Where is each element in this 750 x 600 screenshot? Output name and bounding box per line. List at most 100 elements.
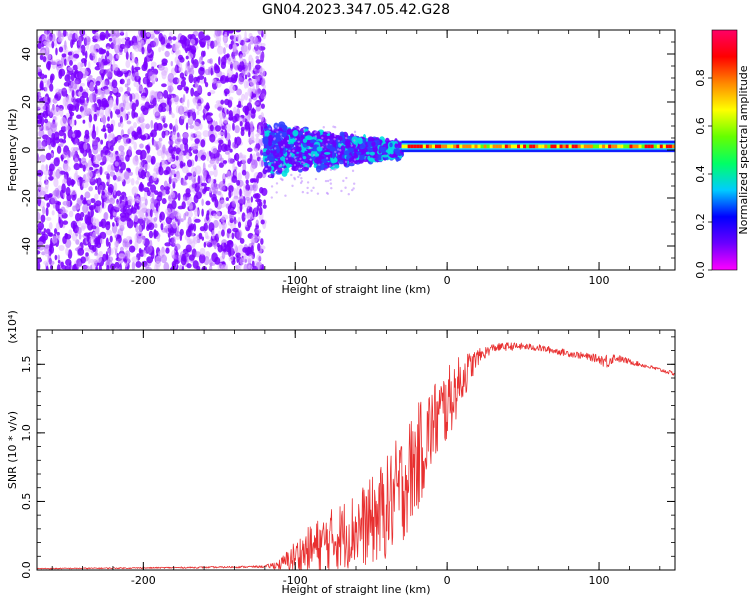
spectrogram-line-cell [532,144,536,149]
spectrogram-noise-cell [63,58,67,66]
spectrogram-line-cell [425,144,429,149]
spectrogram-noise-cell [101,153,107,162]
spectrogram-noise-cell [142,219,146,230]
spectrogram-noise-cell [185,87,189,94]
spectrogram-noise-cell [200,154,206,161]
spectrogram-noise-cell [247,219,252,228]
spectrogram-band-cell [381,154,389,158]
spectrogram-noise-cell [241,212,246,222]
spectrogram-scatter-cell [275,182,279,185]
spectrogram-line-cell [641,144,645,149]
spectrogram-noise-cell [96,106,101,111]
spectrogram-noise-cell [47,53,52,60]
spectrogram-noise-cell [186,172,193,177]
spectrogram-scatter-cell [325,143,329,146]
spectrogram-noise-cell [229,30,234,34]
spectrogram-noise-cell [219,157,224,163]
spectrogram-noise-cell [140,105,146,112]
spectrogram-line-cell [599,144,603,149]
spectrogram-scatter-cell [333,126,337,129]
spectrogram-noise-cell [115,42,118,51]
spectrogram-noise-cell [226,240,234,245]
spectrogram-noise-cell [70,146,77,152]
spectrogram-scatter-cell [337,152,341,155]
spectrogram-noise-cell [45,181,49,190]
spectrogram-noise-cell [109,90,113,96]
spectrogram-line-cell [596,144,600,149]
spectrogram-band-cell [322,135,329,140]
spectrogram-noise-cell [241,93,246,101]
spectrogram-noise-cell [42,56,47,63]
spectrogram-noise-cell [171,113,175,119]
spectrogram-noise-cell [165,207,172,216]
spectrogram-noise-cell [231,232,235,240]
spectrogram-noise-cell [112,211,117,217]
spectrogram-band-cell [318,155,325,160]
spectrogram-noise-cell [55,47,58,56]
spectrogram-noise-cell [82,164,86,172]
spectrogram-noise-cell [112,87,118,94]
spectrogram-noise-cell [153,122,159,132]
spectrogram-noise-cell [61,183,66,194]
spectrogram-noise-cell [54,254,58,261]
spectrogram-noise-cell [37,169,44,177]
spectrogram-noise-cell [67,51,73,56]
spectrogram-line-cell [431,144,435,149]
spectrogram-noise-cell [65,199,71,209]
spectrogram-noise-cell [218,56,221,66]
spectrogram-noise-cell [209,265,213,270]
spectrogram-noise-cell [92,163,100,168]
spectrogram-noise-cell [86,234,89,242]
spectrogram-line-cell [526,144,530,149]
spectrogram-noise-cell [38,112,45,118]
spectrogram-noise-cell [106,195,110,202]
spectrogram-noise-cell [47,62,51,71]
spectrogram-band-cell [359,154,365,161]
spectrogram-noise-cell [180,218,184,223]
spectrogram-noise-cell [223,116,229,124]
spectrogram-noise-cell [126,120,132,125]
spectrogram-noise-cell [114,161,119,167]
spectrogram-noise-cell [202,188,207,195]
spectrogram-noise-cell [102,145,109,156]
spectrogram-band-cell [316,130,321,139]
spectrogram-noise-cell [125,154,130,162]
spectrogram-line-cell [635,144,639,149]
spectrogram-scatter-cell [292,149,295,152]
spectrogram-noise-cell [103,211,109,221]
spectrogram-noise-cell [156,149,163,157]
spectrogram-band-cell [292,129,299,137]
spectrogram-scatter-cell [309,158,312,161]
spectrogram-noise-cell [73,163,81,171]
spectrogram-scatter-cell [288,149,291,153]
colorbar: 0.0 0.2 0.4 0.6 0.8 Normalized spectral ampl… [694,29,750,279]
spectrogram-noise-cell [103,61,108,66]
spectrogram-noise-cell [64,97,69,106]
spectrogram-noise-cell [202,130,210,138]
spectrogram-noise-cell [203,241,207,248]
spectrogram-noise-cell [206,43,210,50]
spectrogram-noise-cell [240,129,245,137]
colorbar-tick-label: 0.4 [694,165,707,183]
spectrogram-scatter-cell [297,127,300,131]
spectrogram-noise-cell [55,189,61,199]
spectrogram-noise-cell [194,251,201,258]
spectrogram-noise-cell [149,184,157,193]
spectrogram-noise-cell [168,110,173,116]
spectrogram-noise-cell [210,146,218,154]
spectrogram-noise-cell [194,208,199,217]
spectrogram-noise-cell [248,137,252,145]
spectrogram-noise-cell [237,160,240,166]
spectrogram-line-cell [401,144,405,149]
spectrogram-noise-cell [37,42,42,49]
spectrogram-line-cell [422,144,426,149]
spectrogram-noise-cell [255,59,262,64]
spectrogram-noise-cell [43,245,50,249]
spectrogram-line-cell [662,144,666,149]
spectrogram-noise-cell [185,122,189,131]
spectrogram-noise-cell [84,50,88,60]
spectrogram-noise-cell [236,231,242,241]
spectrogram-line-cell [665,144,669,149]
spectrogram-noise-cell [161,45,165,51]
spectrogram-band-cell [301,166,309,172]
